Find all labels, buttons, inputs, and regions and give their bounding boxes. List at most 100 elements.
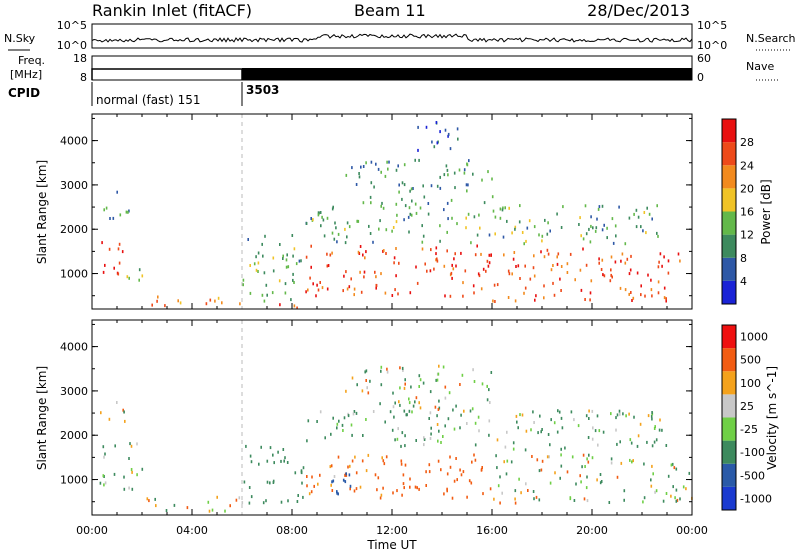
data-cell <box>136 473 138 477</box>
data-cell <box>594 229 597 233</box>
data-cell <box>577 424 580 428</box>
data-cell <box>489 487 492 491</box>
data-cell <box>286 253 288 257</box>
data-cell <box>474 421 477 425</box>
data-cell <box>217 296 220 300</box>
data-cell <box>375 162 377 166</box>
data-cell <box>397 164 399 168</box>
data-cell <box>128 486 130 490</box>
data-cell <box>531 455 533 458</box>
data-cell <box>640 293 642 297</box>
data-cell <box>415 439 417 442</box>
data-cell <box>422 234 425 238</box>
data-cell <box>566 470 569 474</box>
data-cell <box>623 498 625 502</box>
data-cell <box>399 386 401 390</box>
data-cell <box>131 470 133 474</box>
data-cell <box>481 178 483 182</box>
data-cell <box>464 269 467 273</box>
data-cell <box>537 431 539 435</box>
velocity-colorbar-label: Velocity [m s^-1] <box>765 366 779 470</box>
data-cell <box>104 481 107 485</box>
data-cell <box>404 378 406 382</box>
colorbar-swatch <box>722 325 736 349</box>
data-cell <box>496 438 499 442</box>
data-cell <box>312 282 314 286</box>
data-cell <box>357 250 360 254</box>
data-cell <box>235 498 238 502</box>
data-cell <box>650 278 652 282</box>
data-cell <box>465 183 468 187</box>
data-cell <box>609 279 612 283</box>
data-cell <box>123 410 125 414</box>
velocity-y-ticks: 1000 2000 3000 4000 <box>60 323 692 503</box>
data-cell <box>436 423 439 426</box>
data-cell <box>541 459 544 463</box>
data-cell <box>415 265 417 269</box>
data-cell <box>474 458 477 462</box>
data-cell <box>556 212 558 216</box>
nsky-strip: 10^5 10^0 10^5 10^0 N.Sky N.Search <box>4 19 796 52</box>
data-cell <box>369 195 372 199</box>
data-cell <box>574 278 576 282</box>
data-cell <box>477 272 480 276</box>
data-cell <box>436 259 439 263</box>
data-cell <box>606 226 608 230</box>
data-cell <box>435 378 437 382</box>
data-cell <box>587 460 590 464</box>
data-cell <box>104 452 106 456</box>
data-cell <box>327 264 330 267</box>
data-cell <box>560 447 562 451</box>
data-cell <box>321 215 323 219</box>
data-cell <box>266 459 269 463</box>
data-cell <box>301 481 303 485</box>
data-cell <box>323 234 326 238</box>
data-cell <box>543 255 546 259</box>
data-cell <box>557 409 559 413</box>
data-cell <box>360 165 362 169</box>
data-cell <box>343 416 346 420</box>
data-cell <box>629 438 632 442</box>
nave-tick-bottom: 0 <box>697 71 704 84</box>
data-cell <box>117 272 120 276</box>
data-cell <box>489 401 491 404</box>
data-cell <box>582 237 585 241</box>
data-cell <box>425 470 427 474</box>
data-cell <box>358 175 361 179</box>
x-tick-label: 00:00 <box>676 524 708 537</box>
data-cell <box>618 205 620 209</box>
data-cell <box>418 385 420 388</box>
data-cell <box>385 228 388 232</box>
data-cell <box>481 382 484 386</box>
data-cell <box>439 224 441 228</box>
data-cell <box>670 463 673 467</box>
data-cell <box>269 446 272 450</box>
data-cell <box>332 205 334 209</box>
data-cell <box>454 186 456 190</box>
data-cell <box>533 421 535 424</box>
data-cell <box>427 212 430 216</box>
data-cell <box>452 408 454 412</box>
data-cell <box>310 265 312 269</box>
data-cell <box>293 247 296 251</box>
data-cell <box>657 280 660 284</box>
data-cell <box>277 450 279 454</box>
data-cell <box>595 226 598 230</box>
data-cell <box>615 428 617 432</box>
data-cell <box>619 440 621 444</box>
data-cell <box>647 273 649 277</box>
data-cell <box>629 268 632 272</box>
data-cell <box>362 201 365 205</box>
data-cell <box>675 488 678 492</box>
data-cell <box>269 481 271 485</box>
data-cell <box>429 437 432 440</box>
data-cell <box>564 446 566 450</box>
cpid-label: CPID <box>8 86 40 100</box>
data-cell <box>449 147 452 151</box>
data-cell <box>392 405 395 409</box>
data-cell <box>205 302 208 306</box>
data-cell <box>506 430 508 434</box>
data-cell <box>463 168 466 172</box>
data-cell <box>393 415 395 419</box>
data-cell <box>221 301 223 305</box>
